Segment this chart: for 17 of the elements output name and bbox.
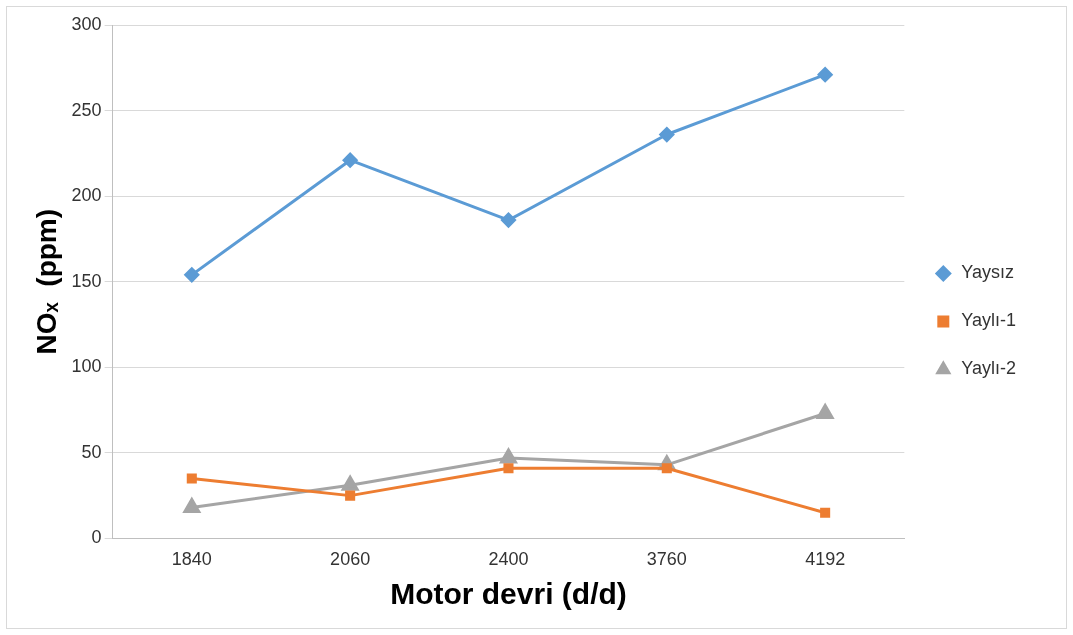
legend-label: Yaylı-2	[961, 358, 1016, 379]
x-tick-label: 2060	[330, 549, 371, 570]
y-tick-label: 300	[71, 13, 102, 34]
x-tick-label: 4192	[805, 549, 846, 570]
y-tick-label: 100	[71, 356, 102, 377]
x-tick-label: 3760	[646, 549, 687, 570]
y-tick-label: 50	[81, 441, 102, 462]
x-axis-title: Motor devri (d/d)	[390, 577, 627, 611]
x-tick-label: 2400	[488, 549, 529, 570]
y-tick-label: 250	[71, 99, 102, 120]
x-tick-label: 1840	[171, 549, 212, 570]
legend-label: Yaysız	[961, 262, 1014, 283]
y-tick-label: 150	[71, 270, 102, 291]
y-tick-label: 200	[71, 185, 102, 206]
legend-label: Yaylı-1	[961, 310, 1016, 331]
y-tick-label: 0	[91, 527, 102, 548]
y-axis-title: NOₓ (ppm)	[30, 208, 62, 355]
